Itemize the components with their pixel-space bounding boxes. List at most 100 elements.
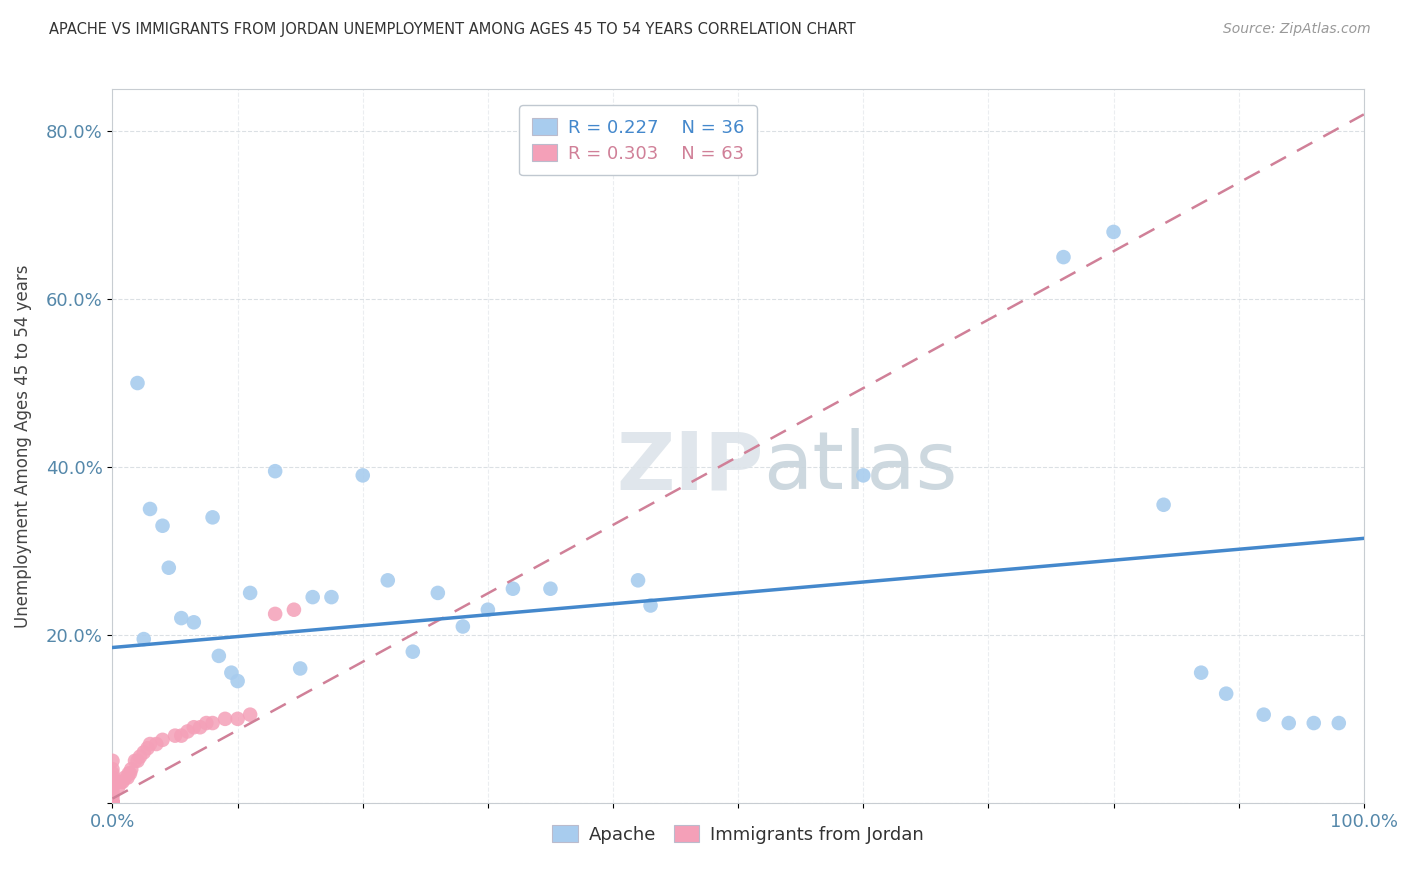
- Point: [127, 754, 149, 768]
- Point: [239, 707, 262, 722]
- Point: [208, 648, 231, 663]
- Point: [152, 518, 174, 533]
- Point: [321, 590, 343, 604]
- Point: [101, 791, 124, 805]
- Point: [538, 582, 561, 596]
- Point: [377, 574, 399, 588]
- Point: [264, 464, 287, 478]
- Point: [139, 737, 162, 751]
- Point: [239, 586, 262, 600]
- Point: [301, 590, 323, 604]
- Text: atlas: atlas: [763, 428, 957, 507]
- Point: [101, 796, 124, 810]
- Point: [163, 729, 186, 743]
- Point: [101, 754, 124, 768]
- Point: [101, 796, 124, 810]
- Point: [1327, 716, 1350, 731]
- Point: [107, 779, 129, 793]
- Point: [127, 376, 149, 390]
- Point: [101, 796, 124, 810]
- Point: [188, 720, 211, 734]
- Point: [101, 774, 124, 789]
- Point: [132, 746, 155, 760]
- Point: [145, 737, 167, 751]
- Point: [101, 796, 124, 810]
- Point: [101, 788, 124, 802]
- Point: [101, 796, 124, 810]
- Point: [502, 582, 524, 596]
- Point: [170, 611, 193, 625]
- Point: [183, 720, 205, 734]
- Point: [283, 603, 305, 617]
- Point: [201, 716, 224, 731]
- Point: [101, 771, 124, 785]
- Point: [1052, 250, 1074, 264]
- Point: [101, 796, 124, 810]
- Point: [1253, 707, 1275, 722]
- Point: [129, 749, 152, 764]
- Point: [1153, 498, 1175, 512]
- Point: [101, 796, 124, 810]
- Point: [101, 796, 124, 810]
- Point: [226, 674, 249, 689]
- Point: [101, 796, 124, 810]
- Point: [101, 796, 124, 810]
- Point: [402, 645, 425, 659]
- Text: Source: ZipAtlas.com: Source: ZipAtlas.com: [1223, 22, 1371, 37]
- Point: [101, 796, 124, 810]
- Point: [139, 502, 162, 516]
- Point: [114, 771, 136, 785]
- Point: [226, 712, 249, 726]
- Y-axis label: Unemployment Among Ages 45 to 54 years: Unemployment Among Ages 45 to 54 years: [14, 264, 32, 628]
- Point: [221, 665, 243, 680]
- Point: [290, 661, 312, 675]
- Text: ZIP: ZIP: [616, 428, 763, 507]
- Point: [101, 796, 124, 810]
- Point: [118, 766, 141, 780]
- Point: [214, 712, 236, 726]
- Point: [264, 607, 287, 621]
- Point: [101, 796, 124, 810]
- Point: [183, 615, 205, 630]
- Point: [110, 774, 132, 789]
- Point: [101, 796, 124, 810]
- Point: [101, 796, 124, 810]
- Point: [117, 771, 139, 785]
- Point: [451, 619, 474, 633]
- Point: [120, 762, 142, 776]
- Point: [852, 468, 875, 483]
- Point: [101, 796, 124, 810]
- Text: APACHE VS IMMIGRANTS FROM JORDAN UNEMPLOYMENT AMONG AGES 45 TO 54 YEARS CORRELAT: APACHE VS IMMIGRANTS FROM JORDAN UNEMPLO…: [49, 22, 856, 37]
- Point: [101, 796, 124, 810]
- Point: [101, 779, 124, 793]
- Point: [1278, 716, 1301, 731]
- Point: [101, 762, 124, 776]
- Point: [101, 796, 124, 810]
- Point: [101, 783, 124, 797]
- Point: [136, 741, 159, 756]
- Point: [111, 774, 134, 789]
- Point: [1215, 687, 1237, 701]
- Point: [176, 724, 198, 739]
- Point: [352, 468, 374, 483]
- Point: [101, 766, 124, 780]
- Point: [1302, 716, 1324, 731]
- Point: [1189, 665, 1212, 680]
- Point: [1102, 225, 1125, 239]
- Point: [170, 729, 193, 743]
- Point: [101, 796, 124, 810]
- Legend: Apache, Immigrants from Jordan: Apache, Immigrants from Jordan: [546, 818, 931, 851]
- Point: [101, 796, 124, 810]
- Point: [152, 732, 174, 747]
- Point: [101, 788, 124, 802]
- Point: [101, 796, 124, 810]
- Point: [201, 510, 224, 524]
- Point: [157, 560, 180, 574]
- Point: [426, 586, 449, 600]
- Point: [101, 796, 124, 810]
- Point: [101, 796, 124, 810]
- Point: [132, 632, 155, 646]
- Point: [640, 599, 662, 613]
- Point: [477, 603, 499, 617]
- Point: [627, 574, 650, 588]
